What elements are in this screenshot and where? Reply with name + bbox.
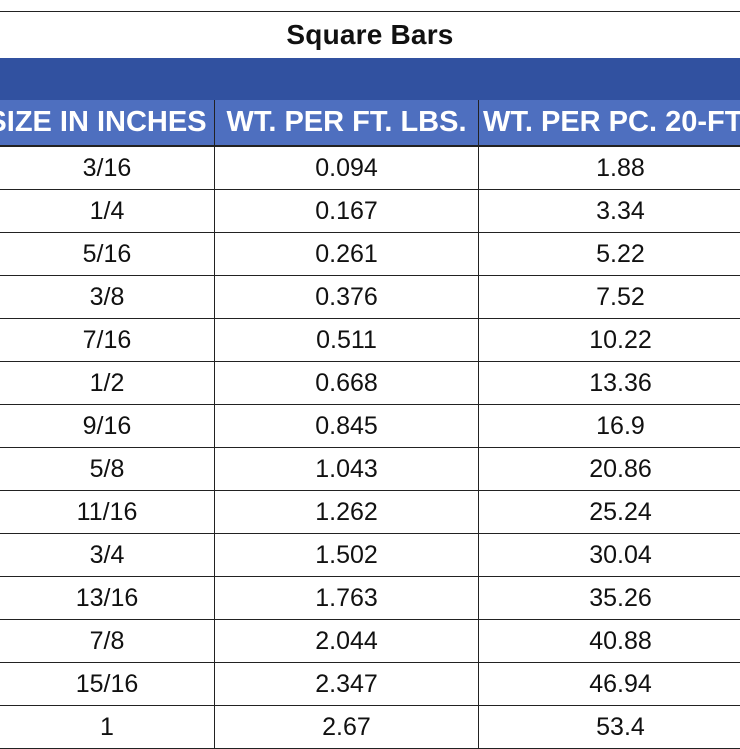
size-cell: 1/2 xyxy=(0,362,215,404)
table-row: 3/16 0.094 1.88 xyxy=(0,147,740,190)
wt-per-ft-cell: 0.668 xyxy=(215,362,479,404)
wt-per-ft-cell: 0.261 xyxy=(215,233,479,275)
size-cell: 5/8 xyxy=(0,448,215,490)
table-row: 5/8 1.043 20.86 xyxy=(0,448,740,491)
wt-per-pc-cell: 13.36 xyxy=(589,368,652,397)
wt-per-ft-cell: 2.044 xyxy=(215,620,479,662)
wt-per-pc-cell: 25.24 xyxy=(589,497,652,526)
size-cell: 9/16 xyxy=(0,405,215,447)
wt-per-ft-cell: 2.67 xyxy=(215,706,479,748)
wt-per-pc-cell: 53.4 xyxy=(596,712,645,741)
wt-per-ft-cell: 0.845 xyxy=(215,405,479,447)
size-cell: 5/16 xyxy=(0,233,215,275)
table-row: 5/16 0.261 5.22 xyxy=(0,233,740,276)
size-cell: 3/4 xyxy=(0,534,215,576)
header-size-in-inches: SIZE IN INCHES xyxy=(0,100,215,145)
wt-per-pc-cell: 35.26 xyxy=(589,583,652,612)
size-cell: 7/8 xyxy=(0,620,215,662)
wt-per-ft-cell: 0.376 xyxy=(215,276,479,318)
size-cell: 15/16 xyxy=(0,663,215,705)
wt-per-pc-cell: 3.34 xyxy=(596,196,645,225)
size-cell: 7/16 xyxy=(0,319,215,361)
wt-per-ft-cell: 1.502 xyxy=(215,534,479,576)
wt-per-pc-cell: 40.88 xyxy=(589,626,652,655)
wt-per-pc-cell: 20.86 xyxy=(589,454,652,483)
wt-per-ft-cell: 0.094 xyxy=(215,147,479,189)
wt-per-pc-cell: 30.04 xyxy=(589,540,652,569)
wt-per-pc-cell: 5.22 xyxy=(596,239,645,268)
size-cell: 3/8 xyxy=(0,276,215,318)
table-row: 1/2 0.668 13.36 xyxy=(0,362,740,405)
header-wt-per-ft: WT. PER FT. LBS. xyxy=(215,100,479,145)
table-row: 3/8 0.376 7.52 xyxy=(0,276,740,319)
wt-per-pc-cell: 16.9 xyxy=(596,411,645,440)
size-cell: 3/16 xyxy=(0,147,215,189)
wt-per-ft-cell: 1.262 xyxy=(215,491,479,533)
table-row: 7/16 0.511 10.22 xyxy=(0,319,740,362)
header-row: SIZE IN INCHES WT. PER FT. LBS. WT. PER … xyxy=(0,100,740,147)
table-row: 7/8 2.044 40.88 xyxy=(0,620,740,663)
table-title: Square Bars xyxy=(0,11,740,59)
header-wt-per-pc: WT. PER PC. 20-FT xyxy=(483,106,740,138)
wt-per-ft-cell: 1.763 xyxy=(215,577,479,619)
table-row: 13/16 1.763 35.26 xyxy=(0,577,740,620)
wt-per-pc-cell: 7.52 xyxy=(596,282,645,311)
table-body: 3/16 0.094 1.88 1/4 0.167 3.34 5/16 0.261 5.22 3/… xyxy=(0,147,740,749)
wt-per-ft-cell: 1.043 xyxy=(215,448,479,490)
wt-per-ft-cell: 0.511 xyxy=(215,319,479,361)
table-row: 1 2.67 53.4 xyxy=(0,706,740,749)
wt-per-ft-cell: 2.347 xyxy=(215,663,479,705)
size-cell: 1 xyxy=(0,706,215,748)
size-cell: 11/16 xyxy=(0,491,215,533)
wt-per-pc-cell: 46.94 xyxy=(589,669,652,698)
blue-band-row xyxy=(0,58,740,101)
table-row: 1/4 0.167 3.34 xyxy=(0,190,740,233)
wt-per-pc-cell: 1.88 xyxy=(596,153,645,182)
size-cell: 13/16 xyxy=(0,577,215,619)
table-row: 3/4 1.502 30.04 xyxy=(0,534,740,577)
size-cell: 1/4 xyxy=(0,190,215,232)
wt-per-pc-cell: 10.22 xyxy=(589,325,652,354)
table-row: 15/16 2.347 46.94 xyxy=(0,663,740,706)
table-row: 11/16 1.262 25.24 xyxy=(0,491,740,534)
wt-per-ft-cell: 0.167 xyxy=(215,190,479,232)
table-row: 9/16 0.845 16.9 xyxy=(0,405,740,448)
